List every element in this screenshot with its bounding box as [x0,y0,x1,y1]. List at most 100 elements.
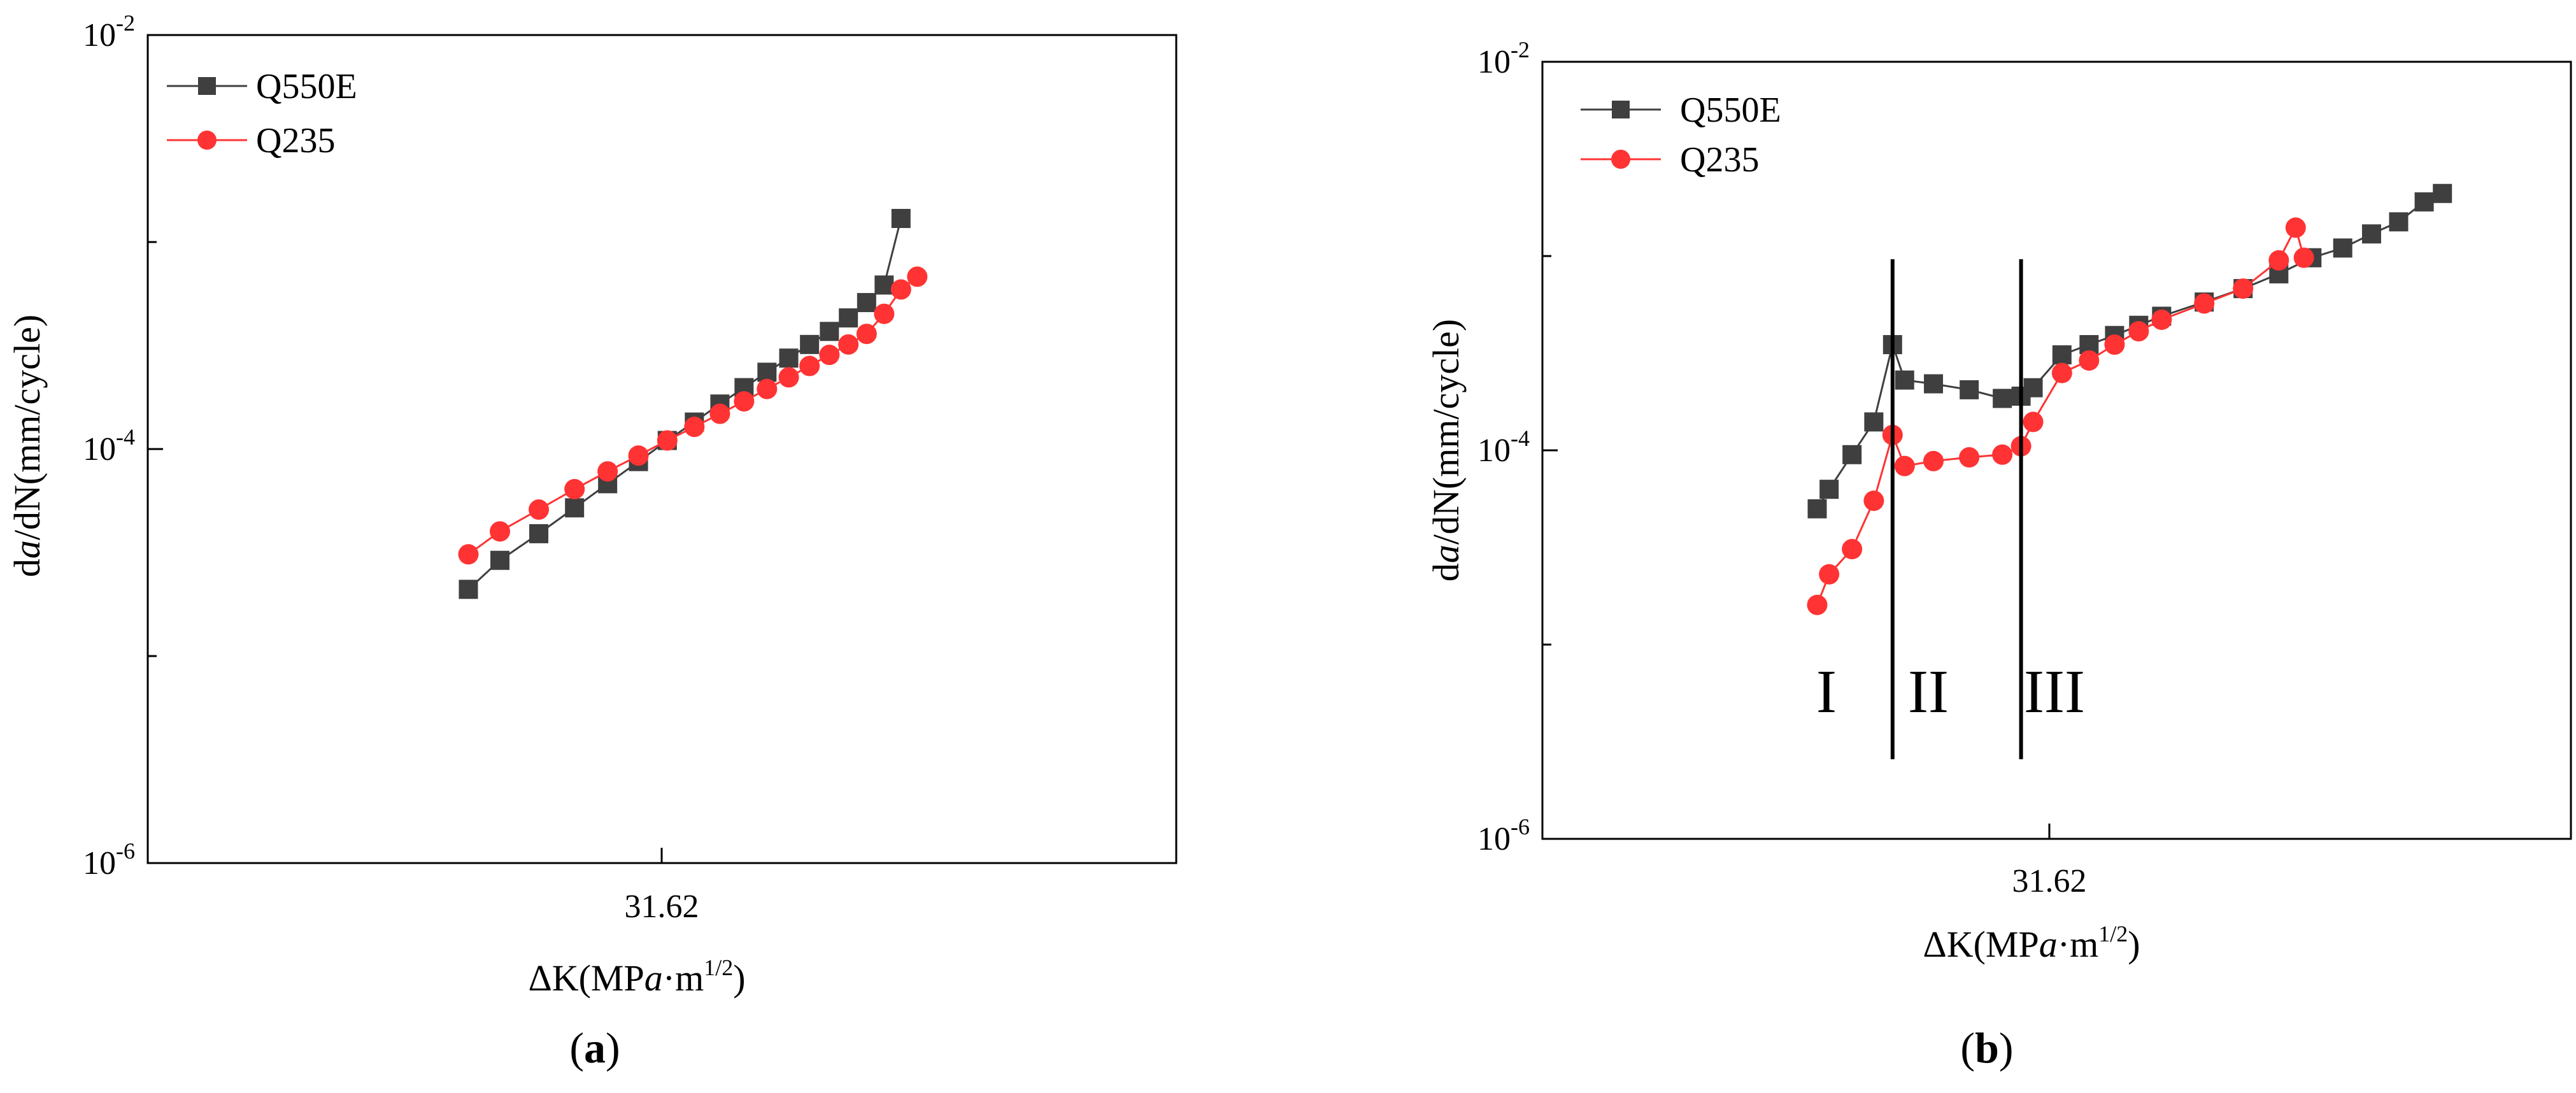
data-point-b-q235 [2079,350,2100,371]
y-axis-label-a: da/dN(mm/cycle) [6,315,48,577]
legend-a: Q550E Q235 [167,67,357,161]
y-axis-label-b: da/dN(mm/cycle) [1425,319,1467,582]
data-point-a-q235 [734,391,755,412]
data-point-a-q550e [459,580,478,599]
data-point-b-q550e [1819,480,1839,499]
data-point-b-q550e [1924,374,1944,394]
data-point-b-q235 [1894,455,1915,476]
data-point-a-q235 [856,324,877,345]
data-point-a-q235 [657,430,678,451]
data-point-b-q235 [2151,310,2172,331]
legend-marker-b-q550e [1612,101,1630,118]
legend-label-a-q550e: Q550E [256,67,357,106]
data-point-a-q235 [890,279,911,300]
data-point-b-q550e [1864,412,1884,432]
data-point-a-q235 [799,355,820,376]
data-point-a-q550e [874,275,894,295]
data-point-b-q550e [2361,224,2381,244]
data-point-b-q550e [2389,212,2409,232]
legend-b: Q550E Q235 [1581,90,1781,180]
y-tick-label-a-mid: 10-4 [83,424,135,468]
region-label-II: II [1908,657,1949,725]
plot-area-b [1807,183,2452,759]
data-point-b-q550e [2023,378,2043,397]
data-point-b-q235 [1923,450,1944,471]
data-point-b-q235 [1819,564,1840,585]
legend-marker-b-q235 [1611,150,1630,169]
data-point-a-q235 [597,461,618,482]
data-point-b-q235 [1992,444,2013,465]
x-tick-label-a: 31.62 [625,889,699,925]
data-point-b-q550e [1807,499,1827,518]
y-tick-label-b-top: 10-2 [1477,37,1530,80]
data-point-a-q235 [778,367,799,388]
legend-label-b-q550e: Q550E [1680,90,1781,130]
region-label-III: III [2024,657,2085,725]
caption-b: (b) [1960,1024,2013,1072]
data-point-a-q550e [800,334,820,354]
data-point-b-q550e [1895,370,1914,390]
y-ticks-a [148,34,663,864]
data-point-a-q550e [891,208,911,228]
plot-area-a [458,208,928,599]
data-point-b-q550e [1842,445,1862,464]
legend-marker-a-q235 [197,131,217,150]
data-point-a-q235 [684,417,705,438]
data-point-a-q235 [709,403,730,424]
data-point-a-q235 [838,334,859,355]
data-point-b-q235 [2051,362,2072,383]
y-tick-label-b-bottom: 10-6 [1477,814,1530,857]
legend-label-a-q235: Q235 [256,121,335,161]
data-point-a-q550e [490,550,510,570]
data-point-a-q550e [757,362,777,382]
data-point-b-q235 [2285,217,2306,238]
data-point-b-q235 [2194,293,2215,314]
data-point-a-q550e [529,524,549,543]
data-point-b-q235 [1842,539,1863,560]
y-tick-label-a-top: 10-2 [83,10,135,54]
data-point-a-q235 [907,266,928,287]
data-point-a-q235 [628,445,649,466]
data-point-b-q550e [2433,183,2452,203]
data-point-b-q550e [2052,345,2072,365]
data-point-a-q235 [458,544,479,565]
series-line-b-q235 [1816,225,2305,606]
data-point-b-q235 [1863,490,1884,511]
y-ticks-b [1542,61,2051,840]
data-point-a-q235 [529,499,550,520]
data-point-b-q550e [2333,238,2352,258]
data-point-b-q550e [1993,389,2012,408]
data-point-b-q235 [2233,278,2254,299]
data-point-b-q235 [2293,247,2314,268]
x-tick-label-b: 31.62 [2012,863,2087,899]
data-point-b-q550e [2414,192,2434,211]
data-point-a-q550e [820,322,839,341]
data-point-a-q550e [565,498,585,518]
panel-a: 10-2 10-4 10-6 31.62 da/dN(mm/cycle) ΔK(… [6,10,1178,1072]
data-point-a-q235 [757,378,778,399]
data-point-a-q550e [839,308,858,328]
data-point-a-q235 [819,345,840,366]
y-tick-label-b-mid: 10-4 [1477,425,1530,469]
data-point-a-q550e [779,348,799,368]
data-point-b-q235 [2023,411,2044,432]
data-point-a-q550e [857,293,876,313]
x-axis-label-b: ΔK(MPa·m1/2) [1923,921,2140,965]
caption-a: (a) [569,1024,620,1072]
panel-b: 10-2 10-4 10-6 31.62 da/dN(mm/cycle) ΔK(… [1425,37,2572,1072]
x-axis-label-a: ΔK(MPa·m1/2) [528,955,745,999]
legend-label-b-q235: Q235 [1680,140,1759,180]
data-point-b-q235 [2128,321,2149,342]
data-point-a-q235 [564,478,585,499]
legend-marker-a-q550e [198,77,216,95]
y-tick-label-a-bottom: 10-6 [83,838,135,882]
data-point-b-q235 [2268,250,2289,271]
data-point-a-q235 [874,303,895,324]
data-point-b-q235 [1807,594,1828,615]
data-point-b-q235 [1959,447,1980,468]
data-point-b-q550e [1960,380,1979,399]
region-label-I: I [1816,657,1837,725]
data-point-a-q235 [490,521,511,542]
data-point-b-q235 [2104,334,2125,355]
